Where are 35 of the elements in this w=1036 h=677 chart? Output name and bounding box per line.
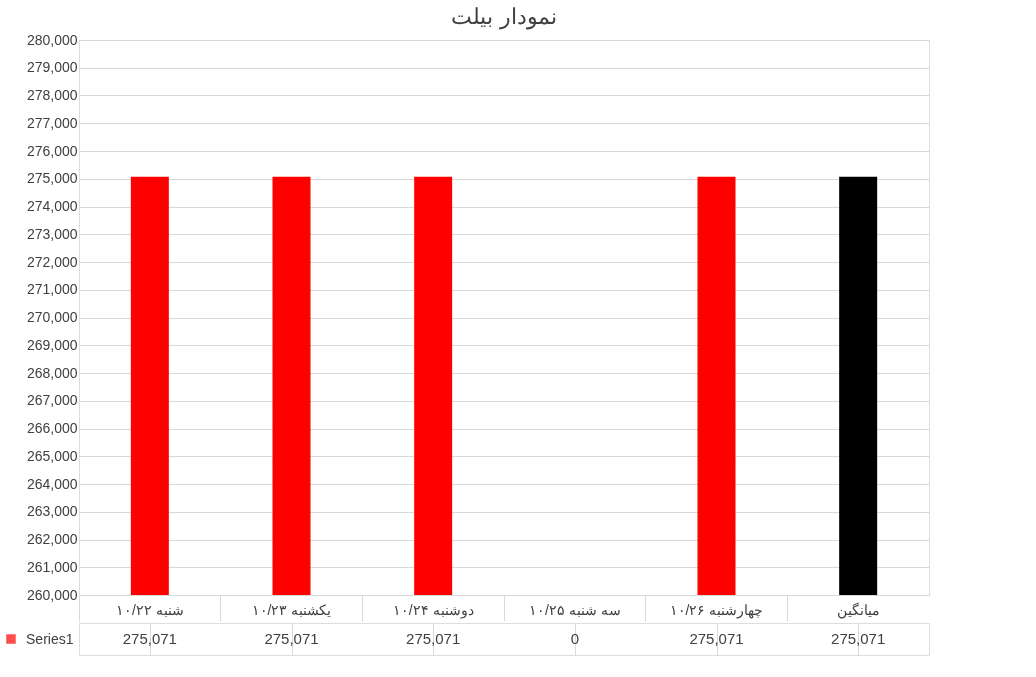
data-label: 275,071 <box>122 630 177 647</box>
y-tick-label: 275,000 <box>26 170 78 187</box>
legend-label: Series1 <box>26 630 74 647</box>
x-tick-label: ۱۰/۲۴ دوشنبه <box>392 601 474 619</box>
y-tick-label: 261,000 <box>26 558 78 575</box>
y-tick-label: 277,000 <box>26 114 78 131</box>
y-tick-label: 262,000 <box>26 531 78 547</box>
y-tick-label: 276,000 <box>26 142 78 159</box>
x-tick-label: میانگین <box>836 601 880 619</box>
y-tick-label: 267,000 <box>26 392 78 409</box>
y-tick-label: 278,000 <box>26 87 78 103</box>
y-tick-label: 269,000 <box>26 336 78 353</box>
y-tick-label: 263,000 <box>26 503 78 520</box>
y-tick-label: 266,000 <box>26 420 78 436</box>
data-label: 275,071 <box>831 630 886 647</box>
y-tick-label: 280,000 <box>26 31 78 48</box>
y-tick-label: 270,000 <box>26 309 78 325</box>
data-label: 275,071 <box>264 630 319 647</box>
y-tick-label: 264,000 <box>26 475 78 492</box>
y-tick-label: 268,000 <box>26 364 78 381</box>
x-tick-label: ۱۰/۲۶ چهارشنبه <box>669 601 764 619</box>
x-tick-label: ۱۰/۲۵ سه شنبه <box>529 601 621 618</box>
text: 0 <box>570 630 580 647</box>
y-tick-label: 273,000 <box>26 225 78 242</box>
y-tick-label: 260,000 <box>26 586 78 603</box>
x-tick-label: ۱۰/۲۲ شنبه <box>115 601 184 618</box>
y-tick-label: 272,000 <box>26 253 78 270</box>
y-tick-label: 271,000 <box>26 281 78 298</box>
data-label: 275,071 <box>406 630 461 647</box>
chart-title: نمودار بیلت <box>451 4 557 30</box>
y-tick-label: 274,000 <box>26 198 78 214</box>
y-tick-label: 265,000 <box>26 447 78 464</box>
x-tick-label: ۱۰/۲۳ یکشنبه <box>251 601 332 618</box>
y-tick-label: 279,000 <box>26 59 78 76</box>
data-label: 275,071 <box>689 630 744 647</box>
